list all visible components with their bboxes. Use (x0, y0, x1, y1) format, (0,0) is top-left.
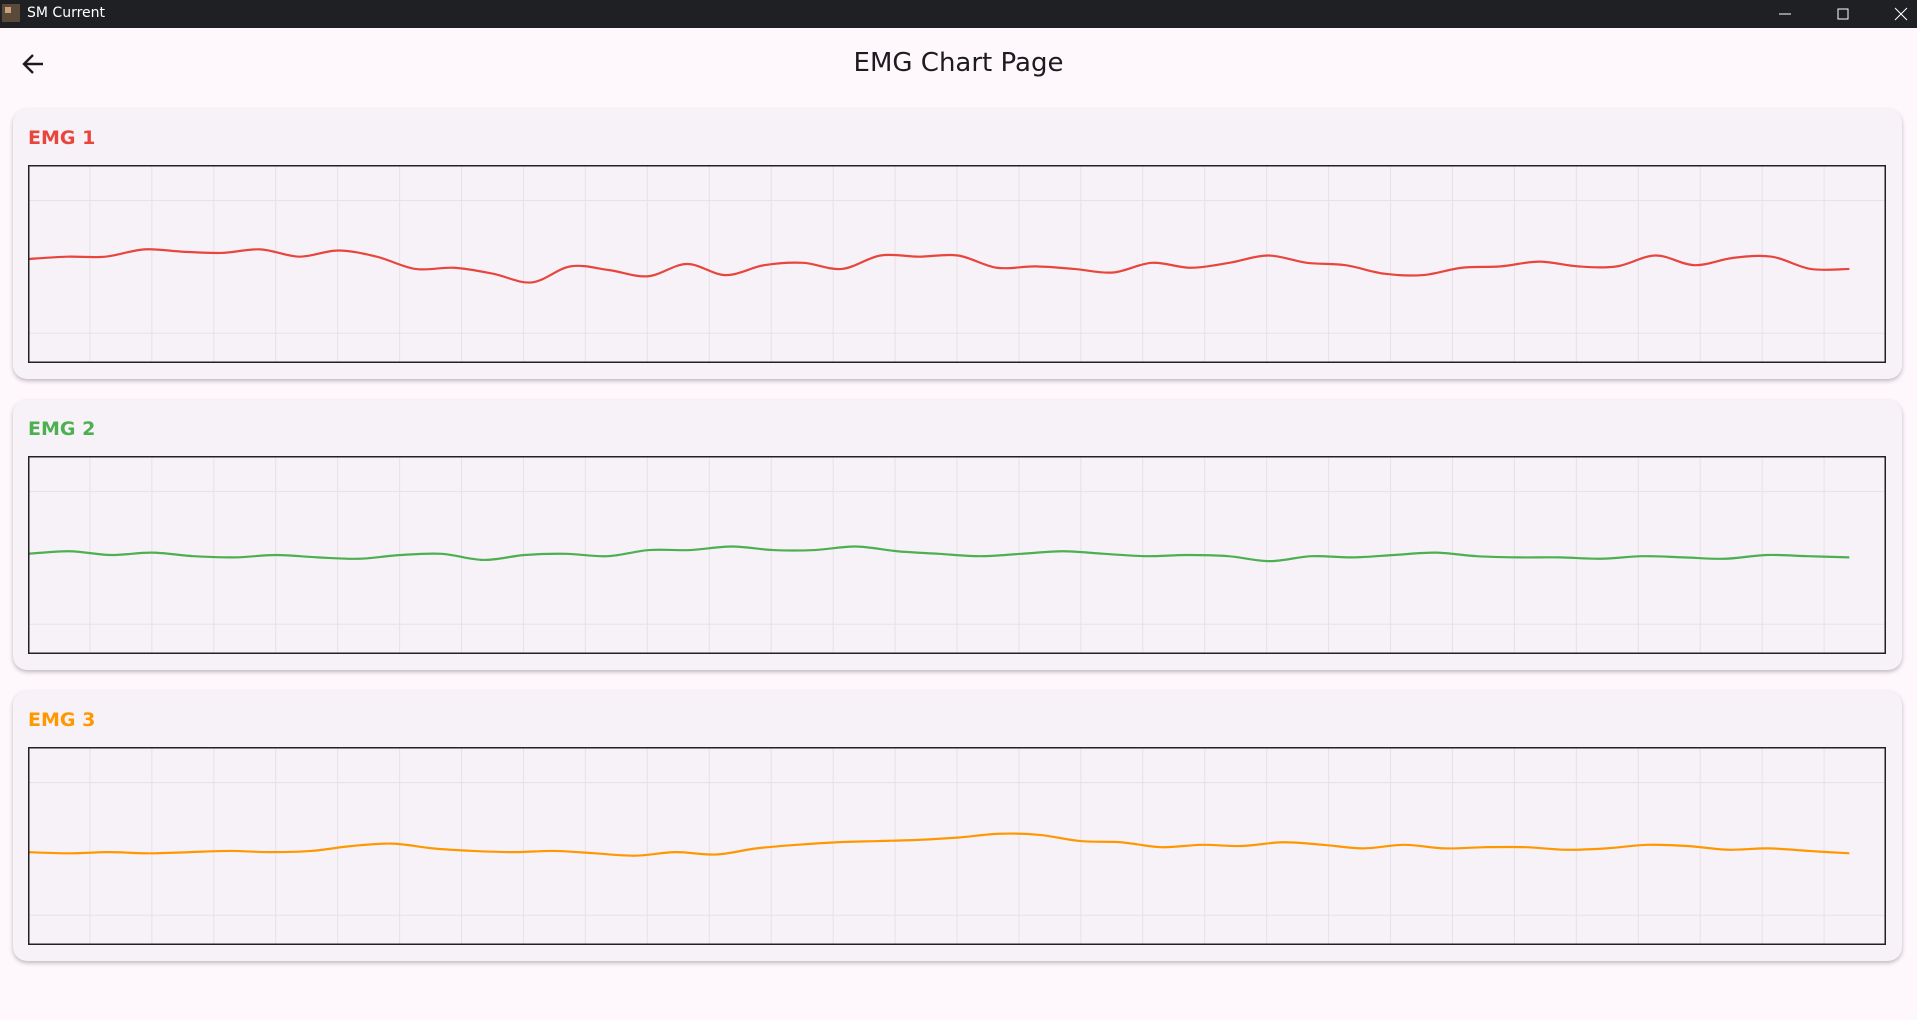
back-button[interactable] (19, 49, 49, 79)
chart-title: EMG 3 (28, 709, 96, 731)
chart-card: EMG 2 (13, 400, 1902, 670)
close[interactable] (1894, 7, 1908, 21)
chart-border (28, 747, 1886, 945)
chart-title: EMG 2 (28, 418, 96, 440)
window-title: SM Current (27, 5, 105, 21)
window-controls[interactable] (1737, 0, 1917, 28)
chart-border (28, 456, 1886, 654)
chart (28, 165, 1886, 363)
app-bar: EMG Chart Page (0, 28, 1917, 108)
chart-border (28, 165, 1886, 363)
emg-line (28, 248, 1850, 284)
emg-line (28, 832, 1850, 857)
page-title: EMG Chart Page (853, 48, 1064, 78)
title-bar: SM Current (0, 0, 1917, 28)
chart-title: EMG 1 (28, 127, 96, 149)
chart-card: EMG 1 (13, 109, 1902, 379)
restore[interactable] (1837, 8, 1849, 20)
chart-card: EMG 3 (13, 691, 1902, 961)
chart (28, 747, 1886, 945)
emg-line (28, 545, 1850, 563)
chart (28, 456, 1886, 654)
app-icon (2, 4, 20, 22)
